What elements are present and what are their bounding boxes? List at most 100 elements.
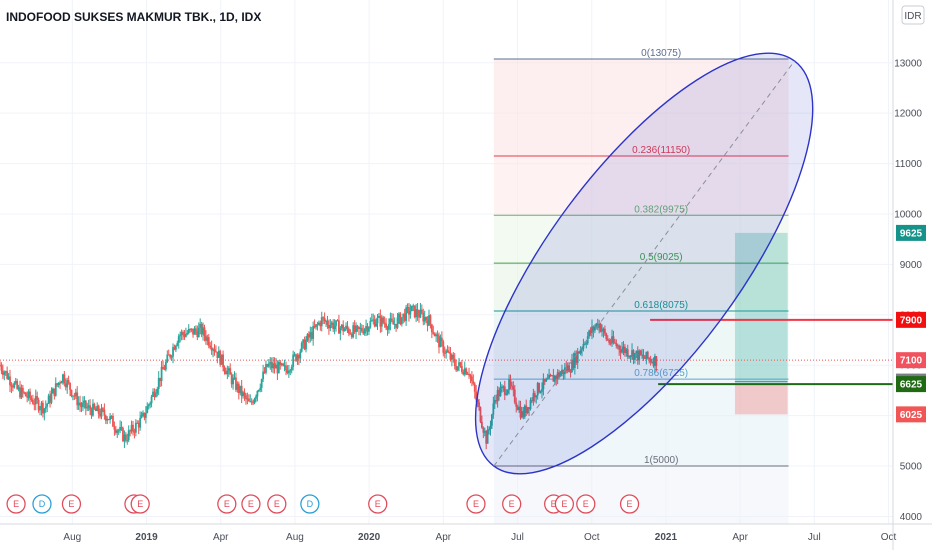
candle-body: [595, 323, 598, 328]
candle-body: [312, 325, 315, 339]
candle-body: [106, 419, 109, 421]
candle-body: [418, 315, 420, 318]
candle-body: [180, 332, 183, 336]
trend-dashed-line: [493, 60, 795, 467]
candle-body: [654, 356, 656, 367]
candle-body: [521, 411, 523, 418]
candle-body: [21, 387, 24, 393]
event-circle: [368, 494, 388, 514]
event-marker: E: [554, 494, 575, 514]
candle-body: [117, 430, 120, 432]
event-marker: E: [502, 494, 522, 514]
candle-body: [154, 393, 157, 397]
candle-body: [439, 337, 442, 348]
candle-body: [243, 392, 246, 396]
y-tick-label: 10000: [894, 209, 922, 220]
candle-body: [366, 326, 369, 332]
candle-body: [615, 343, 618, 346]
candle-body: [516, 406, 519, 410]
event-circle: [6, 494, 26, 514]
candle-body: [363, 329, 366, 334]
candle-body: [455, 365, 458, 371]
candle-body: [149, 403, 152, 405]
candle-body: [82, 402, 84, 408]
candle-body: [432, 332, 435, 334]
event-label: E: [13, 499, 19, 509]
price-lines: [0, 318, 893, 386]
candle-body: [140, 414, 143, 418]
event-marker: E: [130, 494, 150, 514]
candle-body: [330, 322, 333, 325]
candle-body: [59, 382, 61, 384]
candle-body: [572, 359, 575, 368]
candle-body: [408, 307, 410, 315]
candle-body: [137, 423, 140, 428]
candle-body: [86, 407, 89, 409]
candle-body: [74, 392, 77, 397]
candle-body: [531, 400, 533, 402]
candle-body: [532, 393, 535, 401]
candle-body: [519, 406, 522, 418]
ellipse-drawing[interactable]: [418, 4, 871, 522]
candle-body: [39, 408, 41, 411]
candle-body: [56, 383, 59, 386]
candle-body: [493, 400, 496, 404]
event-circle: [130, 494, 150, 514]
candle-body: [616, 345, 619, 347]
candle-body: [305, 340, 307, 350]
candle-body: [255, 396, 257, 399]
candle-body: [463, 368, 466, 375]
candle-body: [172, 347, 174, 357]
candle-body: [215, 351, 217, 353]
candle-body: [310, 332, 313, 339]
y-tick-label: 13000: [894, 58, 922, 69]
candle-body: [479, 407, 482, 422]
event-circle: [241, 494, 261, 514]
candle-body: [552, 375, 555, 382]
candle-body: [184, 333, 187, 337]
fibonacci-retracement[interactable]: 0(13075) 0.236(11150) 0.382(9975) 0.5(9025)…: [493, 48, 789, 524]
candle-body: [295, 354, 297, 361]
currency-button[interactable]: IDR: [901, 5, 925, 25]
candle-body: [400, 317, 403, 325]
candle-body: [139, 417, 142, 428]
price-badge-box: [896, 376, 926, 393]
candle-body: [496, 390, 499, 402]
candle-body: [422, 312, 425, 322]
candle-body: [90, 409, 93, 416]
candle-body: [120, 427, 123, 429]
candle-body: [64, 383, 67, 388]
candle-body: [84, 400, 87, 409]
candle-body: [286, 370, 289, 374]
candle-body: [338, 320, 340, 334]
event-label: E: [248, 499, 254, 509]
candle-body: [275, 364, 277, 369]
candle-body: [398, 313, 400, 318]
event-circle: [619, 494, 640, 514]
candle-body: [233, 377, 236, 379]
candle-body: [167, 354, 170, 356]
candle-body: [220, 354, 223, 365]
candle-body: [495, 400, 498, 402]
candle-body: [626, 349, 629, 357]
event-label: E: [274, 499, 280, 509]
candle-body: [13, 383, 16, 388]
candle-body: [146, 406, 149, 414]
x-tick-label: Apr: [436, 532, 452, 543]
candle-body: [170, 356, 173, 358]
candle-body: [127, 430, 130, 441]
candle-body: [525, 405, 528, 413]
candle-body: [53, 388, 56, 396]
candle-body: [522, 411, 525, 417]
candle-body: [16, 381, 19, 389]
candle-body: [150, 396, 153, 404]
candle-body: [107, 419, 110, 421]
candle-body: [413, 305, 416, 318]
candle-body: [528, 407, 530, 410]
candle-body: [392, 320, 395, 325]
candle-body: [460, 365, 463, 372]
candle-body: [33, 403, 36, 405]
candle-body: [270, 362, 273, 369]
candle-body: [358, 326, 360, 329]
